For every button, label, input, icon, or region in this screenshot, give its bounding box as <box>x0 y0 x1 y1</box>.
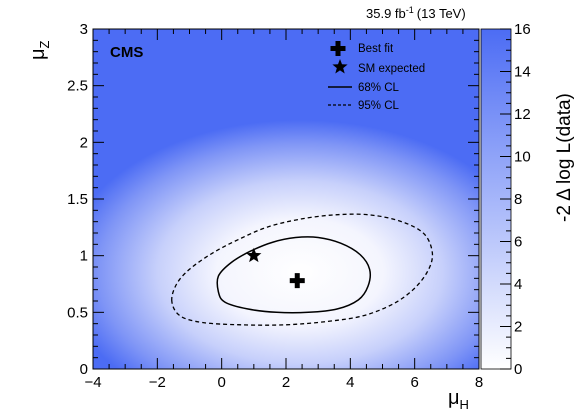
x-tick-label: −2 <box>149 374 166 391</box>
y-axis-ticks: 0 0.5 1 1.5 2 2.5 3 <box>67 21 479 378</box>
z-tick-label: 12 <box>514 106 531 123</box>
z-tick-label: 16 <box>514 21 531 38</box>
cms-label: CMS <box>110 44 143 61</box>
y-tick-label: 1 <box>80 248 88 265</box>
legend-label-sm-expected: SM expected <box>358 63 425 75</box>
legend-star-icon <box>332 59 348 74</box>
y-tick-label: 0 <box>80 361 88 378</box>
y-tick-label: 2 <box>80 134 88 151</box>
z-tick-label: 6 <box>514 234 522 251</box>
x-tick-label: 6 <box>410 374 418 391</box>
y-tick-label: 1.5 <box>67 191 88 208</box>
y-axis-label: μZ <box>27 40 52 60</box>
z-tick-label: 10 <box>514 149 531 166</box>
z-tick-label: 8 <box>514 191 522 208</box>
legend-cross-icon <box>330 41 346 56</box>
legend-label-95-cl: 95% CL <box>358 100 400 112</box>
legend-label-best-fit: Best fit <box>358 43 394 55</box>
color-scale-ticks: 0 2 4 6 8 10 12 14 16 <box>500 21 531 378</box>
x-tick-label: 4 <box>346 374 354 391</box>
contour-95-cl <box>171 213 434 326</box>
luminosity-label: 35.9 fb-1 (13 TeV) <box>366 5 466 21</box>
sm-expected-marker <box>246 247 262 263</box>
x-tick-label: 2 <box>282 374 290 391</box>
heatmap-likelihood-surface <box>93 29 479 369</box>
legend: Best fit SM expected 68% CL 95% CL <box>328 41 425 112</box>
best-fit-marker <box>289 273 305 289</box>
x-tick-label: 0 <box>217 374 225 391</box>
y-tick-label: 3 <box>80 21 88 38</box>
color-scale-label: -2 Δ log L(data) <box>554 93 574 222</box>
x-axis-ticks: −4 −2 0 2 4 6 8 <box>84 29 483 391</box>
z-tick-label: 0 <box>514 361 522 378</box>
x-tick-label: 8 <box>475 374 483 391</box>
y-tick-label: 2.5 <box>67 78 88 95</box>
x-tick-label: −4 <box>84 374 101 391</box>
contour-68-cl <box>216 236 371 314</box>
svg-text:-2 Δ log L(data): -2 Δ log L(data) <box>554 93 574 222</box>
z-tick-label: 4 <box>514 276 522 293</box>
svg-text:μZ: μZ <box>27 40 52 60</box>
z-tick-label: 2 <box>514 319 522 336</box>
x-axis-label: μH <box>448 387 469 412</box>
legend-label-68-cl: 68% CL <box>358 82 400 94</box>
z-tick-label: 14 <box>514 64 531 81</box>
y-tick-label: 0.5 <box>67 304 88 321</box>
